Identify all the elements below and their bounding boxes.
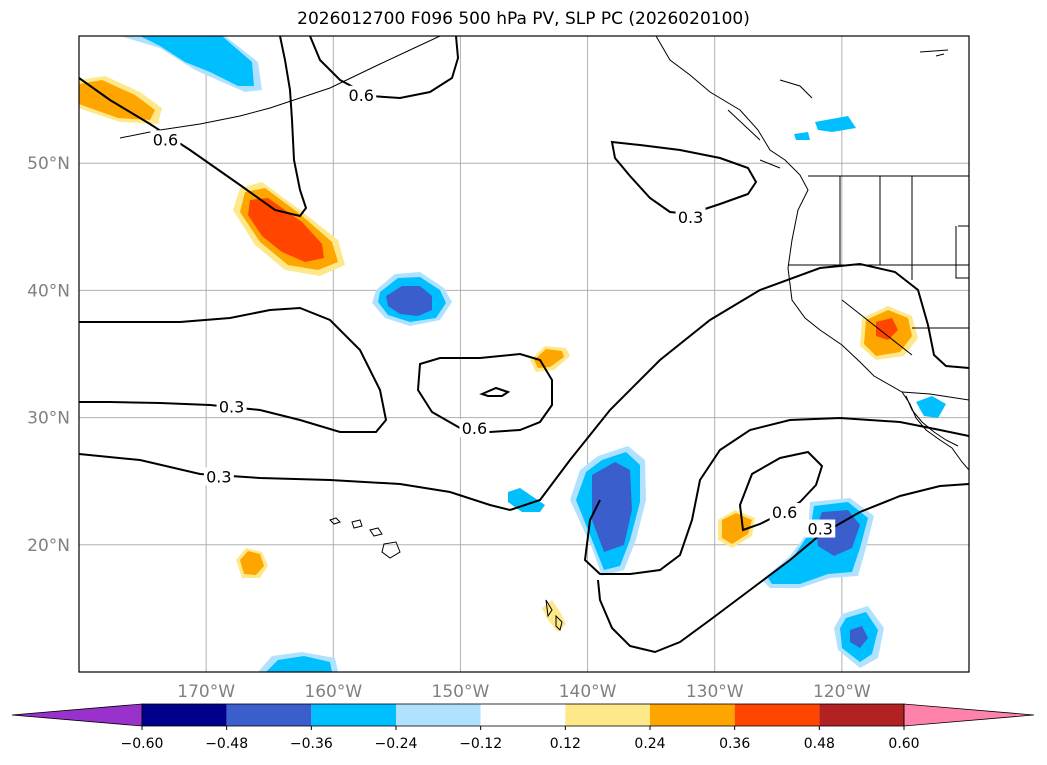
- slp-contours: [79, 36, 969, 654]
- north-america-coastline: [655, 36, 969, 471]
- colorbar-segment: [819, 704, 904, 726]
- lat-tick-label: 50°N: [27, 154, 70, 174]
- contour-label-bg: [769, 503, 800, 521]
- lon-tick-label: 170°W: [177, 682, 235, 700]
- lon-tick-label: 120°W: [813, 682, 871, 700]
- contour-label-bg: [346, 85, 377, 104]
- lon-tick-label: 140°W: [559, 682, 617, 700]
- pv-positive-area: [876, 318, 898, 340]
- pv-negative-area: [815, 116, 856, 132]
- pv-negative-area: [508, 488, 545, 512]
- contour-label: 0.3: [808, 520, 833, 539]
- pv-negative-area: [916, 396, 946, 418]
- colorbar-ticks: −0.60 −0.48 −0.36 −0.24 −0.12 0.12 0.24 0.36 0.4…: [121, 726, 920, 752]
- colorbar-tick-label: 0.12: [550, 736, 581, 752]
- contour-0.3-gulf: [610, 140, 758, 216]
- pv-negative-area: [386, 286, 432, 316]
- pv-negative-area: [592, 462, 632, 552]
- contour-label: 0.6: [772, 503, 797, 522]
- coastlines: [119, 36, 969, 631]
- state-borders: [788, 176, 969, 356]
- map-panel: 0.6 0.6 0.3 0.3 0.6 0.3 0.6 0.3 170°W 160°W 150°W…: [27, 35, 970, 700]
- pv-positive-area: [542, 600, 566, 632]
- pv-negative-area: [794, 132, 810, 140]
- latitude-labels: 20°N 30°N 40°N 50°N: [27, 154, 70, 556]
- pv-positive-area: [79, 80, 155, 120]
- colorbar-tick-label: −0.60: [121, 736, 164, 752]
- colorbar-tick-label: 0.48: [804, 736, 835, 752]
- colorbar-tick-label: −0.12: [459, 736, 502, 752]
- map-title: 2026012700 F096 500 hPa PV, SLP PC (2026…: [297, 9, 750, 29]
- contour-label-bg: [805, 519, 836, 538]
- colorbar-segment: [226, 704, 312, 726]
- colorbar-segments: [11, 703, 1035, 727]
- colorbar-extend-high: [903, 703, 1035, 727]
- pv-negative-area: [140, 36, 254, 86]
- colorbar-segment: [396, 704, 481, 726]
- map-frame: [78, 35, 970, 673]
- contour-label: 0.6: [462, 419, 487, 438]
- colorbar-segment: [650, 704, 735, 726]
- colorbar-tick-label: 0.36: [719, 736, 750, 752]
- contour-label: 0.6: [153, 130, 178, 149]
- pv-negative-area: [850, 626, 868, 648]
- contour-label: 0.3: [219, 397, 244, 416]
- lon-tick-label: 160°W: [304, 682, 362, 700]
- contour-0.6-central: [416, 352, 553, 434]
- colorbar-segment: [311, 704, 396, 726]
- small-islands: [545, 599, 563, 631]
- colorbar-tick-label: 0.24: [634, 736, 665, 752]
- lon-tick-label: 150°W: [432, 682, 490, 700]
- lat-tick-label: 40°N: [27, 281, 70, 301]
- contour-label-bg: [150, 130, 181, 149]
- lon-tick-label: 130°W: [686, 682, 744, 700]
- colorbar-tick-label: −0.48: [205, 736, 248, 752]
- contour-0.6-east-loop: [583, 416, 969, 575]
- contour-label-bg: [675, 207, 706, 226]
- contour-label-bg: [459, 419, 490, 438]
- lat-tick-label: 20°N: [27, 536, 70, 556]
- gridlines: [79, 36, 969, 672]
- lat-tick-label: 30°N: [27, 409, 70, 429]
- contour-0.6-alaska: [309, 36, 460, 100]
- us-mexico-border: [901, 391, 969, 401]
- contour-label: 0.3: [206, 467, 231, 486]
- colorbar-tick-label: −0.36: [290, 736, 333, 752]
- contour-0.3-big-loop: [509, 262, 969, 511]
- colorbar-tick-label: 0.60: [888, 736, 919, 752]
- longitude-labels: 170°W 160°W 150°W 140°W 130°W 120°W: [177, 682, 871, 700]
- colorbar-segment: [142, 704, 227, 726]
- colorbar-extend-low: [11, 703, 143, 727]
- pv-positive-area: [722, 513, 752, 544]
- pv-positive-area: [248, 198, 324, 262]
- colorbar-segment: [480, 704, 566, 726]
- hawaii-islands: [329, 517, 401, 559]
- contour-label: 0.6: [349, 86, 374, 105]
- contour-0.3-west: [79, 306, 388, 433]
- contour-0.6-north: [79, 36, 308, 218]
- contour-labels: 0.6 0.6 0.3 0.3 0.6 0.3 0.6 0.3: [150, 85, 836, 539]
- colorbar-segment: [734, 704, 820, 726]
- pv-positive-area: [240, 551, 264, 575]
- contour-label: 0.3: [678, 208, 703, 227]
- contour-0.6-inner: [479, 386, 511, 397]
- contour-label-bg: [203, 467, 234, 486]
- colorbar-tick-label: −0.24: [375, 736, 418, 752]
- alaska-coastline: [119, 36, 441, 139]
- colorbar-segment: [565, 704, 650, 726]
- contour-label-bg: [216, 397, 247, 416]
- pv-shading: [79, 36, 946, 672]
- contour-0.3-southwest: [79, 453, 511, 511]
- colorbar-outline: [141, 703, 905, 727]
- pv-negative-area: [266, 656, 332, 672]
- bc-islands: [727, 49, 949, 169]
- contour-0.3-south: [597, 483, 969, 654]
